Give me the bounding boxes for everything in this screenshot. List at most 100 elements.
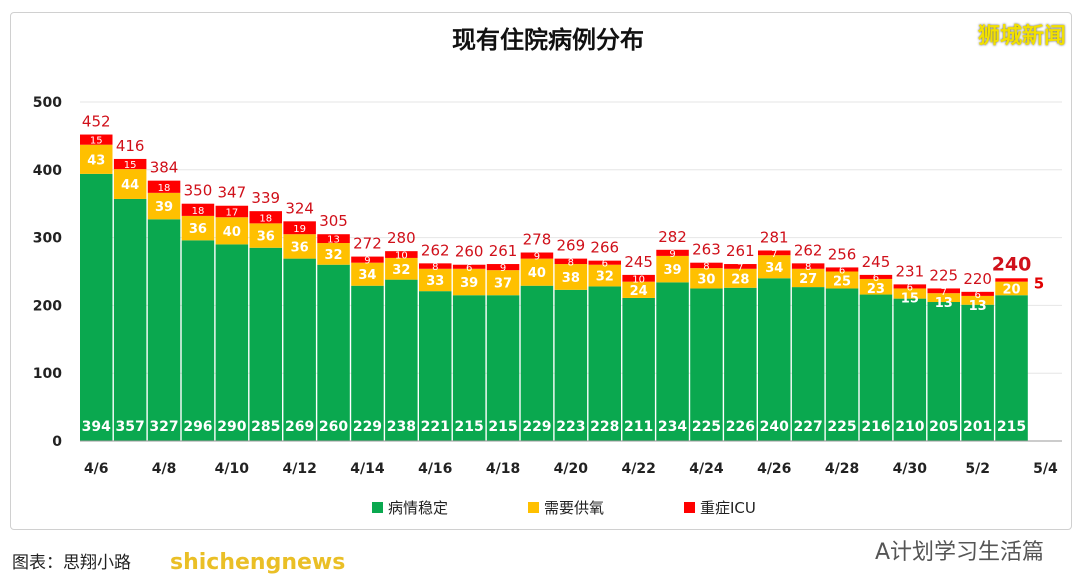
- total-label: 416: [116, 137, 145, 155]
- total-label: 452: [82, 113, 111, 131]
- bar-label: 20: [1003, 282, 1021, 297]
- bar-label: 30: [697, 272, 715, 287]
- total-label: 262: [421, 241, 450, 259]
- bar-label: 15: [124, 160, 137, 171]
- bar-label: 27: [799, 272, 817, 287]
- bar-segment: [452, 295, 486, 441]
- legend-label: 需要供氧: [544, 499, 604, 517]
- y-tick-label: 0: [52, 434, 62, 450]
- x-tick-label: 4/24: [689, 461, 724, 477]
- bar-label: 5: [1034, 274, 1044, 292]
- bar-segment: [554, 289, 588, 441]
- bar-segment: [113, 198, 147, 441]
- total-label: 240: [992, 253, 1032, 275]
- bar-label: 8: [805, 262, 811, 273]
- bar-label: 215: [455, 419, 484, 435]
- bar-segment: [554, 264, 588, 290]
- bar-segment: [622, 274, 655, 282]
- bar-label: 234: [658, 419, 687, 435]
- total-label: 256: [828, 245, 857, 263]
- bar-label: 7: [737, 262, 743, 273]
- bar-segment: [961, 295, 994, 305]
- bar-label: 13: [969, 299, 987, 314]
- bar-label: 216: [861, 419, 890, 435]
- bar-label: 225: [692, 419, 721, 435]
- bar-segment: [113, 158, 147, 170]
- bar-label: 17: [225, 207, 238, 218]
- bar-segment: [113, 169, 147, 199]
- bar-label: 28: [731, 272, 749, 287]
- total-label: 261: [726, 242, 755, 260]
- chart-frame: [10, 12, 1072, 530]
- bar-label: 6: [873, 273, 879, 284]
- total-label: 266: [590, 239, 619, 257]
- bar-segment: [791, 287, 825, 441]
- bar-label: 229: [353, 419, 382, 435]
- bar-segment: [351, 285, 384, 441]
- bar-label: 38: [562, 271, 580, 286]
- bar-segment: [249, 211, 282, 224]
- bar-segment: [995, 281, 1028, 296]
- total-label: 384: [150, 159, 179, 177]
- bar-label: 34: [358, 268, 376, 283]
- bar-segment: [80, 173, 113, 442]
- legend-label: 重症ICU: [700, 499, 756, 517]
- bar-segment: [283, 221, 316, 235]
- bar-label: 23: [867, 282, 885, 297]
- bar-segment: [147, 192, 181, 220]
- total-label: 278: [523, 231, 552, 249]
- bar-segment: [419, 291, 452, 441]
- bar-label: 25: [833, 274, 851, 289]
- bar-segment: [283, 234, 316, 259]
- bar-label: 9: [364, 256, 370, 267]
- bar-segment: [588, 264, 621, 287]
- bar-segment: [791, 268, 825, 288]
- x-tick-label: 4/30: [893, 461, 928, 477]
- bar-segment: [147, 219, 181, 441]
- bar-label: 223: [556, 419, 585, 435]
- bar-segment: [385, 251, 418, 258]
- total-label: 225: [929, 266, 958, 284]
- bar-segment: [656, 282, 689, 441]
- bar-segment: [893, 284, 927, 289]
- bar-segment: [520, 252, 554, 259]
- bar-segment: [351, 256, 384, 263]
- bar-label: 18: [158, 183, 171, 194]
- bar-segment: [893, 288, 927, 299]
- bar-label: 7: [771, 249, 777, 260]
- bar-label: 205: [929, 419, 958, 435]
- bar-segment: [859, 294, 893, 441]
- total-label: 350: [184, 182, 213, 200]
- bar-label: 6: [839, 265, 845, 276]
- bar-segment: [486, 295, 520, 441]
- bar-segment: [385, 257, 418, 280]
- x-tick-label: 4/14: [350, 461, 385, 477]
- bar-label: 269: [285, 419, 314, 435]
- bar-segment: [724, 264, 757, 269]
- bar-segment: [215, 217, 249, 245]
- bar-segment: [961, 304, 994, 441]
- bar-label: 19: [293, 224, 306, 235]
- bar-segment: [452, 268, 486, 296]
- bar-segment: [961, 291, 994, 296]
- bar-label: 227: [794, 419, 823, 435]
- bar-label: 211: [624, 419, 653, 435]
- bar-segment: [656, 249, 689, 256]
- bar-segment: [825, 288, 859, 441]
- total-label: 324: [285, 199, 314, 217]
- bar-label: 221: [421, 419, 450, 435]
- bar-segment: [385, 279, 418, 441]
- bar-label: 296: [183, 419, 212, 435]
- bar-segment: [758, 250, 791, 256]
- bar-label: 34: [765, 261, 783, 276]
- bar-label: 9: [669, 249, 675, 260]
- bar-segment: [825, 271, 859, 289]
- bar-label: 394: [82, 419, 111, 435]
- bar-label: 228: [590, 419, 619, 435]
- bar-label: 290: [217, 419, 246, 435]
- bar-segment: [147, 180, 181, 193]
- total-label: 305: [319, 212, 348, 230]
- legend-swatch: [372, 502, 383, 513]
- y-tick-label: 100: [33, 366, 62, 382]
- legend-label: 病情稳定: [388, 499, 448, 517]
